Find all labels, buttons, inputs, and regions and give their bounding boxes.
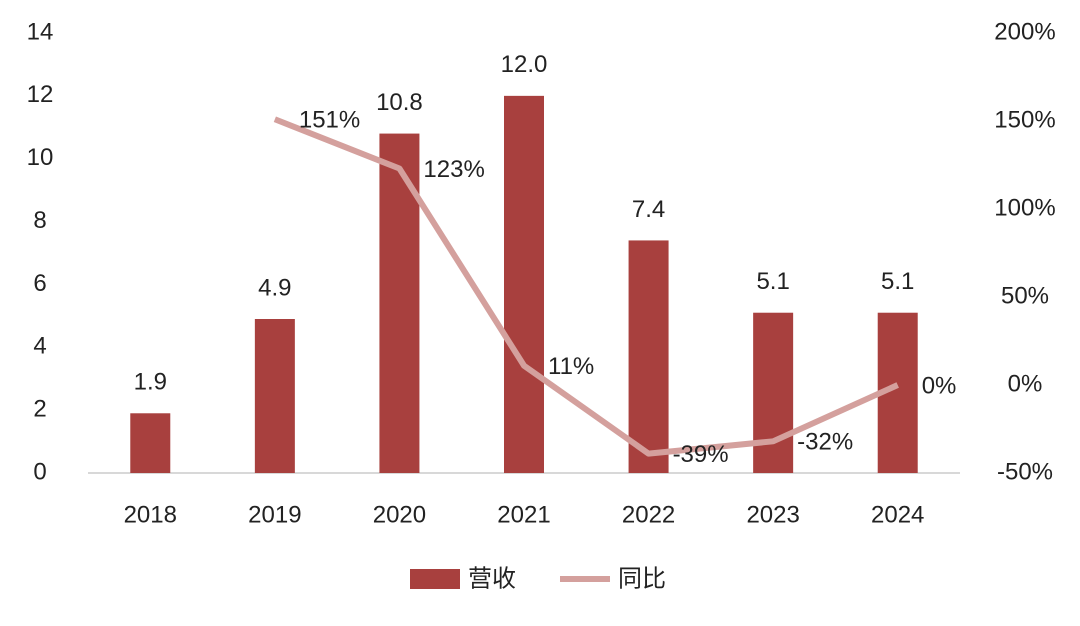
bar-label: 1.9: [134, 369, 167, 396]
line-label: 151%: [299, 107, 360, 134]
bar-label: 12.0: [501, 51, 548, 78]
y2-tick-label: 100%: [994, 194, 1055, 221]
line-label: -39%: [673, 441, 729, 468]
y-tick-label: 6: [33, 270, 46, 297]
bar: [753, 312, 794, 473]
line: [273, 116, 899, 457]
y-tick-label: 10: [27, 144, 54, 171]
y-tick-label: 2: [33, 395, 46, 422]
x-tick-label: 2018: [124, 501, 177, 528]
bar-label: 5.1: [881, 268, 914, 295]
line-label: 0%: [922, 372, 957, 399]
bar: [504, 95, 544, 473]
y2-tick-label: 200%: [994, 18, 1055, 45]
legend-swatch: [410, 569, 460, 589]
line-label: -32%: [797, 429, 853, 456]
y2-tick-label: 0%: [1008, 370, 1043, 397]
y-tick-label: 8: [33, 207, 46, 234]
x-tick-label: 2023: [746, 501, 799, 528]
y-tick-label: 0: [33, 458, 46, 485]
legend-label: 营收: [468, 565, 516, 592]
x-tick-label: 2019: [248, 501, 301, 528]
bar-label: 5.1: [756, 268, 789, 295]
line-label: 11%: [548, 353, 594, 380]
y-tick-label: 4: [33, 333, 46, 360]
legend-label: 同比: [618, 565, 666, 592]
bar-label: 4.9: [258, 274, 291, 301]
y-tick-label: 12: [27, 81, 54, 108]
y2-tick-label: -50%: [997, 458, 1053, 485]
x-tick-label: 2022: [622, 501, 675, 528]
bar: [628, 240, 669, 473]
bar-label: 7.4: [632, 196, 665, 223]
line-label: 123%: [423, 156, 484, 183]
bar: [130, 413, 171, 473]
x-tick-label: 2021: [497, 501, 550, 528]
y2-tick-label: 150%: [994, 106, 1055, 133]
bar-label: 10.8: [376, 89, 423, 116]
y2-tick-label: 50%: [1001, 282, 1049, 309]
x-tick-label: 2024: [871, 501, 924, 528]
x-tick-label: 2020: [373, 501, 426, 528]
bar: [379, 133, 420, 474]
y-tick-label: 14: [27, 18, 54, 45]
bar: [254, 319, 295, 473]
